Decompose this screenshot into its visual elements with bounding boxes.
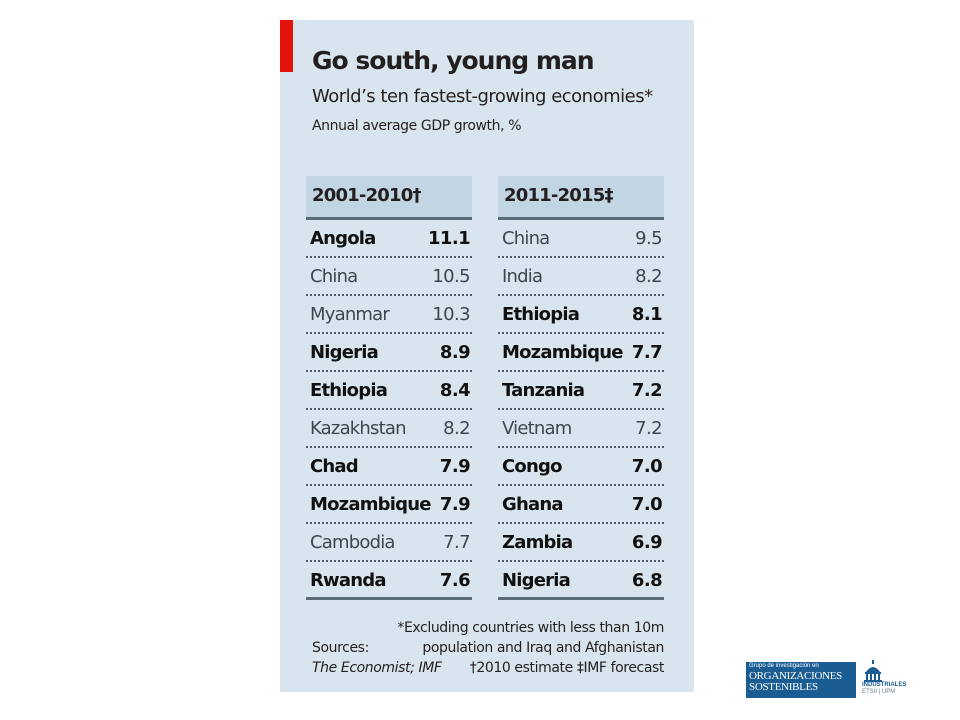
country-name: Angola: [310, 228, 376, 249]
table-row: China 9.5: [498, 220, 664, 258]
table-row: Angola 11.1: [306, 220, 472, 258]
country-name: Rwanda: [310, 570, 386, 591]
country-name: Ghana: [502, 494, 563, 515]
table-row: Chad 7.9: [306, 448, 472, 486]
table-2011-2015: 2011-2015‡ China 9.5 India 8.2 Ethiopia 8.1 Mo…: [498, 176, 664, 600]
logo-line-1: ORGANIZACIONES: [749, 670, 842, 682]
table-row: Kazakhstan 8.2: [306, 410, 472, 448]
growth-value: 6.8: [631, 570, 663, 591]
sources-detail: The Economist; IMF: [312, 660, 442, 676]
country-name: Vietnam: [502, 418, 572, 439]
growth-value: 9.5: [635, 228, 662, 249]
table-row: India 8.2: [498, 258, 664, 296]
growth-value: 8.2: [635, 266, 662, 287]
country-name: Myanmar: [310, 304, 390, 325]
chart-subtitle: World’s ten fastest-growing economies*: [312, 86, 653, 107]
accent-bar: [280, 20, 293, 72]
chart-card: Go south, young man World’s ten fastest-…: [280, 20, 694, 692]
table-row: Ethiopia 8.4: [306, 372, 472, 410]
table-row: Vietnam 7.2: [498, 410, 664, 448]
table-row: Cambodia 7.7: [306, 524, 472, 562]
table-header: 2001-2010†: [306, 176, 472, 220]
table-row: Nigeria 6.8: [498, 562, 664, 600]
growth-value: 6.9: [631, 532, 663, 553]
country-name: Kazakhstan: [310, 418, 407, 439]
country-name: Cambodia: [310, 532, 395, 553]
footnote-3: †2010 estimate ‡IMF forecast: [469, 660, 665, 676]
growth-value: 7.7: [443, 532, 470, 553]
growth-value: 10.3: [432, 304, 470, 325]
growth-value: 7.9: [439, 456, 471, 477]
table-row: Rwanda 7.6: [306, 562, 472, 600]
country-name: Ethiopia: [310, 380, 388, 401]
growth-value: 7.2: [631, 380, 663, 401]
growth-value: 7.2: [635, 418, 662, 439]
table-row: Mozambique 7.9: [306, 486, 472, 524]
growth-value: 8.1: [631, 304, 663, 325]
growth-value: 11.1: [427, 228, 471, 249]
footnote-2: population and Iraq and Afghanistan: [422, 640, 664, 656]
school-sub: ETSII | UPM: [862, 689, 896, 695]
growth-value: 7.0: [631, 456, 663, 477]
table-row: China 10.5: [306, 258, 472, 296]
table-row: Tanzania 7.2: [498, 372, 664, 410]
growth-value: 7.0: [631, 494, 663, 515]
research-group-logo: Grupo de investigación en ORGANIZACIONES…: [746, 662, 856, 698]
country-name: Mozambique: [310, 494, 431, 515]
logo-small-text: Grupo de investigación en: [749, 663, 819, 669]
country-name: Ethiopia: [502, 304, 580, 325]
table-row: Mozambique 7.7: [498, 334, 664, 372]
country-name: Zambia: [502, 532, 573, 553]
table-row: Zambia 6.9: [498, 524, 664, 562]
chart-unit: Annual average GDP growth, %: [312, 118, 522, 134]
sources: Sources: The Economist; IMF: [312, 638, 442, 678]
logo-big-text: ORGANIZACIONES SOSTENIBLES: [749, 671, 842, 693]
school-logo-text: INDUSTRIALES ETSII | UPM: [862, 682, 906, 696]
growth-value: 10.5: [432, 266, 470, 287]
table-header: 2011-2015‡: [498, 176, 664, 220]
footnotes: *Excluding countries with less than 10m …: [397, 618, 664, 678]
country-name: Chad: [310, 456, 359, 477]
growth-value: 7.9: [439, 494, 471, 515]
country-name: Congo: [502, 456, 562, 477]
sources-label: Sources:: [312, 640, 369, 656]
table-row: Nigeria 8.9: [306, 334, 472, 372]
country-name: Nigeria: [310, 342, 379, 363]
table-2001-2010: 2001-2010† Angola 11.1 China 10.5 Myanmar 10.…: [306, 176, 472, 600]
table-row: Myanmar 10.3: [306, 296, 472, 334]
period-label: 2001-2010†: [312, 185, 421, 206]
country-name: Mozambique: [502, 342, 623, 363]
country-name: China: [310, 266, 358, 287]
period-label: 2011-2015‡: [504, 185, 613, 206]
school-name: INDUSTRIALES: [862, 682, 907, 688]
growth-value: 8.2: [443, 418, 470, 439]
growth-value: 8.4: [439, 380, 471, 401]
table-row: Congo 7.0: [498, 448, 664, 486]
growth-value: 8.9: [439, 342, 471, 363]
dome-building-icon: [864, 660, 882, 682]
country-name: China: [502, 228, 550, 249]
chart-title: Go south, young man: [312, 46, 595, 75]
country-name: India: [502, 266, 543, 287]
footnote-1: *Excluding countries with less than 10m: [397, 620, 664, 636]
table-row: Ghana 7.0: [498, 486, 664, 524]
country-name: Tanzania: [502, 380, 585, 401]
country-name: Nigeria: [502, 570, 571, 591]
table-row: Ethiopia 8.1: [498, 296, 664, 334]
logo-line-2: SOSTENIBLES: [749, 681, 818, 693]
growth-value: 7.6: [439, 570, 471, 591]
growth-value: 7.7: [631, 342, 663, 363]
